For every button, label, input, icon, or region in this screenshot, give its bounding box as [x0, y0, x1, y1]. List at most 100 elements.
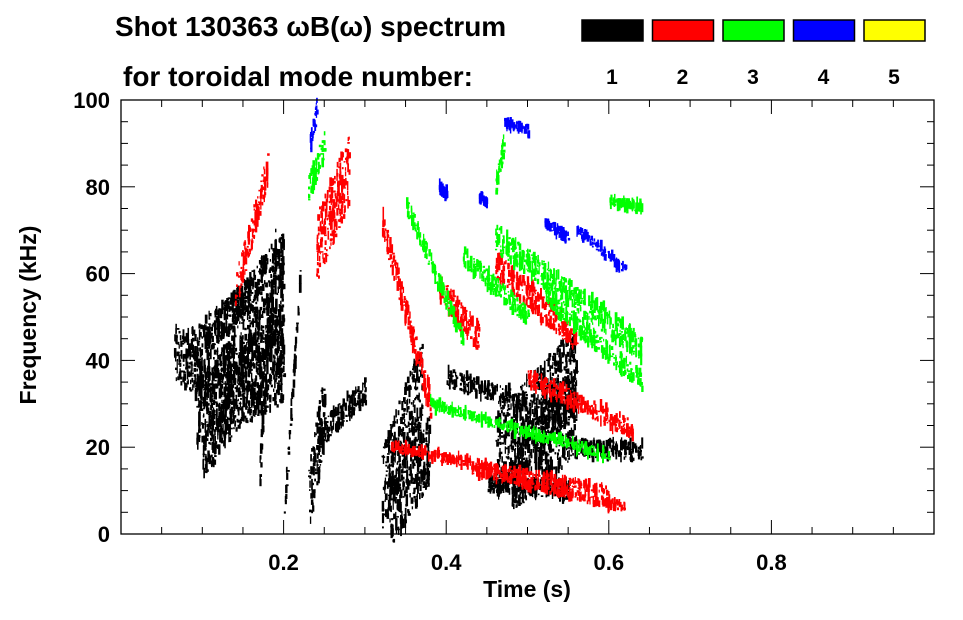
spectral-point [276, 336, 280, 340]
spectral-point [510, 432, 512, 440]
spectral-point [247, 339, 251, 343]
spectral-point [635, 445, 638, 453]
spectral-point [542, 399, 545, 404]
spectral-point [243, 251, 245, 257]
spectral-point [542, 407, 545, 418]
spectral-point [465, 389, 467, 393]
spectral-point [282, 348, 284, 351]
spectral-point [232, 361, 235, 363]
spectral-point [330, 210, 333, 216]
spectral-point [280, 257, 283, 262]
spectral-point [518, 436, 521, 446]
spectral-point [615, 443, 618, 448]
spectral-point [223, 327, 227, 333]
spectral-point [241, 316, 244, 321]
spectral-point [567, 418, 570, 421]
spectral-point [259, 332, 263, 337]
spectral-point [415, 379, 417, 390]
spectral-point [248, 294, 251, 302]
spectral-point [180, 340, 183, 347]
spectral-point [417, 482, 420, 487]
spectral-point [344, 205, 346, 213]
spectral-point [270, 308, 273, 311]
spectral-point [609, 437, 612, 448]
spectral-point [261, 354, 264, 362]
spectral-point [240, 378, 243, 383]
spectral-point [225, 320, 228, 331]
spectral-point [213, 420, 216, 425]
spectral-point [327, 227, 329, 230]
spectral-point [294, 336, 298, 344]
spectral-point [346, 181, 349, 191]
spectral-point [525, 461, 528, 469]
spectral-point [338, 157, 341, 162]
spectral-point [565, 495, 568, 498]
spectral-point [391, 456, 395, 462]
spectral-point [553, 352, 556, 356]
spectral-point [514, 436, 517, 447]
spectral-point [561, 465, 563, 470]
spectral-point [269, 342, 272, 346]
spectral-point [278, 314, 282, 321]
spectral-point [516, 415, 518, 430]
spectral-point [415, 439, 419, 442]
spectral-point [222, 330, 225, 337]
spectral-point [391, 432, 394, 437]
spectral-point [525, 413, 528, 423]
spectral-point [507, 457, 510, 460]
spectral-point [562, 343, 565, 355]
spectral-point [221, 430, 223, 437]
spectral-point [280, 369, 283, 381]
spectral-point [395, 409, 397, 417]
spectral-point [239, 349, 243, 359]
spectral-point [213, 366, 215, 369]
spectral-point [548, 477, 551, 480]
spectral-point [530, 449, 533, 455]
spectral-point [233, 427, 235, 430]
spectral-point [463, 381, 466, 386]
spectral-point [425, 440, 428, 443]
spectral-point [382, 526, 384, 529]
spectral-point [251, 280, 254, 285]
spectral-point [391, 424, 394, 428]
spectral-point [194, 364, 197, 367]
spectral-point [282, 318, 286, 322]
spectral-point [552, 413, 555, 420]
spectral-point [253, 403, 255, 408]
spectral-point [336, 207, 339, 216]
spectral-point [516, 457, 518, 459]
spectral-point [247, 284, 249, 289]
spectral-point [175, 377, 177, 382]
spectral-point [525, 498, 528, 501]
spectral-point [262, 264, 266, 274]
spectral-point [514, 448, 517, 450]
spectral-point [204, 314, 208, 324]
spectral-point [264, 364, 266, 372]
spectral-point [556, 362, 560, 365]
spectral-point [242, 266, 245, 273]
spectral-point [309, 475, 312, 479]
spectral-point [538, 417, 540, 426]
spectral-point [247, 231, 250, 239]
spectral-point [243, 292, 246, 295]
spectral-point [312, 482, 314, 486]
spectral-point [187, 371, 190, 377]
spectral-point [244, 279, 246, 286]
spectral-point [413, 363, 416, 369]
spectral-point [621, 440, 625, 450]
spectral-point [176, 359, 178, 374]
spectral-point [198, 358, 202, 361]
spectral-point [208, 323, 211, 325]
spectral-point [206, 338, 209, 346]
spectral-point [234, 361, 238, 371]
spectral-point [234, 300, 237, 306]
spectral-point [249, 303, 251, 309]
spectral-point [241, 417, 244, 421]
spectral-point [504, 441, 506, 444]
spectral-point [336, 197, 338, 201]
spectral-point [258, 395, 260, 400]
spectral-point [202, 444, 205, 447]
spectral-point [505, 483, 508, 490]
spectral-point [277, 387, 281, 390]
spectral-point [199, 371, 203, 379]
